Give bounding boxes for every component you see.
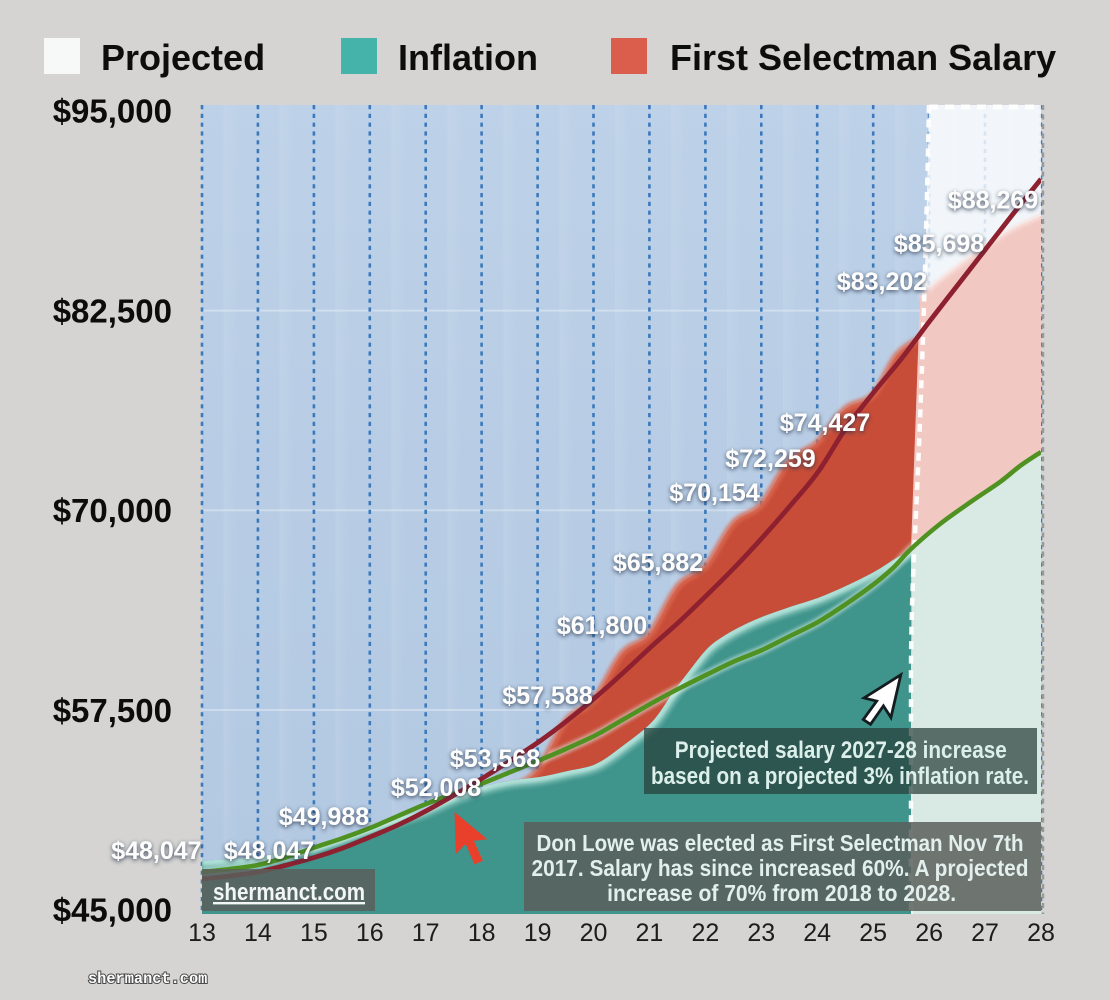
svg-text:22: 22	[691, 919, 719, 947]
svg-text:2017. Salary has since increas: 2017. Salary has since increased 60%. A …	[532, 855, 1029, 881]
svg-text:$72,259: $72,259	[725, 445, 815, 473]
svg-text:$85,698: $85,698	[894, 230, 984, 258]
svg-text:Projected salary 2027-28 incre: Projected salary 2027-28 increase	[675, 737, 1007, 764]
svg-text:$45,000: $45,000	[53, 892, 172, 929]
svg-text:$49,988: $49,988	[279, 803, 369, 831]
svg-text:28: 28	[1027, 919, 1055, 947]
svg-text:18: 18	[468, 919, 496, 947]
svg-text:shermanct.com: shermanct.com	[213, 879, 365, 906]
svg-text:First Selectman Salary: First Selectman Salary	[670, 37, 1056, 78]
svg-text:$57,500: $57,500	[53, 692, 172, 729]
svg-text:$70,000: $70,000	[53, 492, 172, 529]
svg-text:Inflation: Inflation	[398, 37, 538, 78]
svg-text:15: 15	[300, 919, 328, 947]
svg-text:19: 19	[524, 919, 552, 947]
svg-text:$48,047: $48,047	[224, 837, 314, 865]
svg-text:$57,588: $57,588	[502, 682, 592, 710]
svg-text:26: 26	[915, 919, 943, 947]
svg-text:$74,427: $74,427	[780, 409, 870, 437]
svg-text:$95,000: $95,000	[53, 93, 172, 130]
svg-text:27: 27	[971, 919, 999, 947]
svg-text:$65,882: $65,882	[613, 549, 703, 577]
svg-text:$61,800: $61,800	[557, 612, 647, 640]
svg-text:$88,269: $88,269	[948, 187, 1038, 215]
svg-text:Don Lowe was elected as First: Don Lowe was elected as First Selectman …	[537, 830, 1024, 856]
svg-text:$83,202: $83,202	[837, 268, 927, 296]
svg-text:Projected: Projected	[101, 37, 265, 78]
svg-text:14: 14	[244, 919, 272, 947]
svg-text:21: 21	[635, 919, 663, 947]
svg-text:$52,008: $52,008	[391, 774, 481, 802]
svg-text:23: 23	[747, 919, 775, 947]
svg-text:24: 24	[803, 919, 831, 947]
svg-text:$53,568: $53,568	[450, 745, 540, 773]
svg-text:25: 25	[859, 919, 887, 947]
svg-text:shermanct.com: shermanct.com	[88, 970, 207, 988]
svg-text:$82,500: $82,500	[53, 292, 172, 329]
svg-text:based on a projected 3% inflat: based on a projected 3% inflation rate.	[651, 763, 1029, 790]
svg-text:$70,154: $70,154	[669, 479, 759, 507]
svg-text:increase of 70% from 2018 to 2: increase of 70% from 2018 to 2028.	[607, 880, 956, 906]
svg-text:20: 20	[580, 919, 608, 947]
svg-text:$48,047: $48,047	[111, 837, 201, 865]
svg-text:16: 16	[356, 919, 384, 947]
svg-text:17: 17	[412, 919, 440, 947]
svg-text:13: 13	[188, 919, 216, 947]
